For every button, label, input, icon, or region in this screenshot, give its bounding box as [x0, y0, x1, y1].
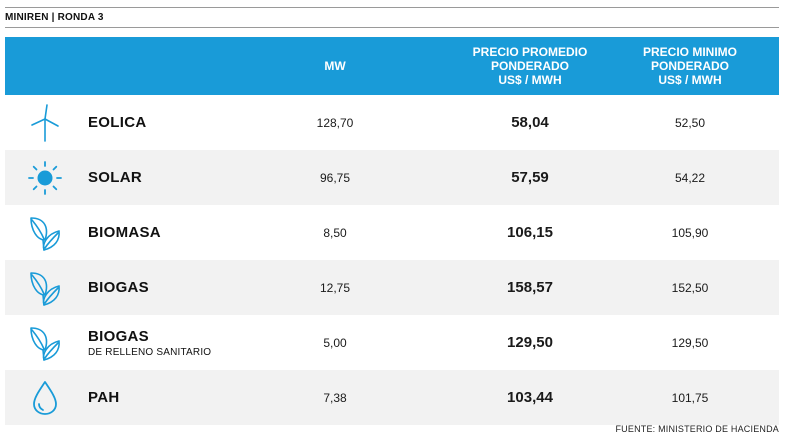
- row-name: BIOGAS: [88, 260, 288, 315]
- table-row: BIOGAS DE RELLENO SANITARIO 5,00 129,50 129,…: [5, 315, 779, 370]
- row-name-main: BIOMASA: [88, 224, 161, 241]
- header-min-line-1: PRECIO MINIMO: [642, 45, 737, 59]
- table-row: EOLICA 128,70 58,04 52,50: [5, 95, 779, 150]
- row-name: EOLICA: [88, 95, 288, 150]
- row-avg-price: 57,59: [511, 169, 549, 186]
- row-name-main: BIOGAS: [88, 279, 149, 296]
- row-mw: 12,75: [319, 280, 351, 295]
- kicker-title: MINIREN | RONDA 3: [5, 12, 104, 23]
- header-avg-line-2: PONDERADO: [490, 59, 569, 73]
- source-note: FUENTE: MINISTERIO DE HACIENDA: [615, 424, 779, 434]
- top-rule: [5, 7, 779, 8]
- row-min-price: 129,50: [671, 335, 709, 350]
- row-min-price: 101,75: [671, 390, 709, 405]
- header-mw-label: MW: [324, 59, 346, 73]
- table-row: PAH 7,38 103,44 101,75: [5, 370, 779, 425]
- header-avg-line-3: US$ / MWH: [498, 73, 562, 87]
- row-name: SOLAR: [88, 150, 288, 205]
- leaves-icon: [25, 315, 65, 370]
- header-mw: MW: [290, 37, 380, 95]
- header-avg-line-1: PRECIO PROMEDIO: [472, 45, 588, 59]
- table-body: EOLICA 128,70 58,04 52,50 SOLAR 96,75 57,59 54,…: [5, 95, 779, 425]
- row-name-main: SOLAR: [88, 169, 142, 186]
- table-header: MW PRECIO PROMEDIO PONDERADO US$ / MWH P…: [5, 37, 779, 95]
- row-mw: 128,70: [316, 115, 354, 130]
- wind-turbine-icon: [25, 95, 65, 150]
- row-avg-price: 103,44: [507, 389, 553, 406]
- row-mw: 8,50: [323, 225, 347, 240]
- row-name-sub: DE RELLENO SANITARIO: [88, 346, 212, 358]
- row-name-main: EOLICA: [88, 114, 147, 131]
- table-row: BIOMASA 8,50 106,15 105,90: [5, 205, 779, 260]
- kicker-rule: [5, 27, 779, 28]
- table-row: BIOGAS 12,75 158,57 152,50: [5, 260, 779, 315]
- row-avg-price: 158,57: [507, 279, 553, 296]
- row-min-price: 152,50: [671, 280, 709, 295]
- header-min-price: PRECIO MINIMO PONDERADO US$ / MWH: [610, 37, 770, 95]
- sun-icon: [25, 150, 65, 205]
- row-min-price: 105,90: [671, 225, 709, 240]
- row-avg-price: 58,04: [511, 114, 549, 131]
- row-avg-price: 129,50: [507, 334, 553, 351]
- row-name: BIOGAS DE RELLENO SANITARIO: [88, 315, 288, 370]
- row-mw: 96,75: [319, 170, 351, 185]
- row-name: PAH: [88, 370, 288, 425]
- header-min-line-3: US$ / MWH: [658, 73, 722, 87]
- header-min-line-2: PONDERADO: [650, 59, 729, 73]
- row-mw: 5,00: [323, 335, 347, 350]
- row-min-price: 52,50: [674, 115, 706, 130]
- leaves-icon: [25, 205, 65, 260]
- row-min-price: 54,22: [674, 170, 706, 185]
- header-avg-price: PRECIO PROMEDIO PONDERADO US$ / MWH: [435, 37, 625, 95]
- row-name: BIOMASA: [88, 205, 288, 260]
- water-drop-icon: [25, 370, 65, 425]
- row-mw: 7,38: [323, 390, 347, 405]
- leaves-icon: [25, 260, 65, 315]
- row-avg-price: 106,15: [507, 224, 553, 241]
- table-row: SOLAR 96,75 57,59 54,22: [5, 150, 779, 205]
- price-table: MW PRECIO PROMEDIO PONDERADO US$ / MWH P…: [5, 37, 779, 425]
- row-name-main: PAH: [88, 389, 120, 406]
- row-name-main: BIOGAS: [88, 327, 149, 345]
